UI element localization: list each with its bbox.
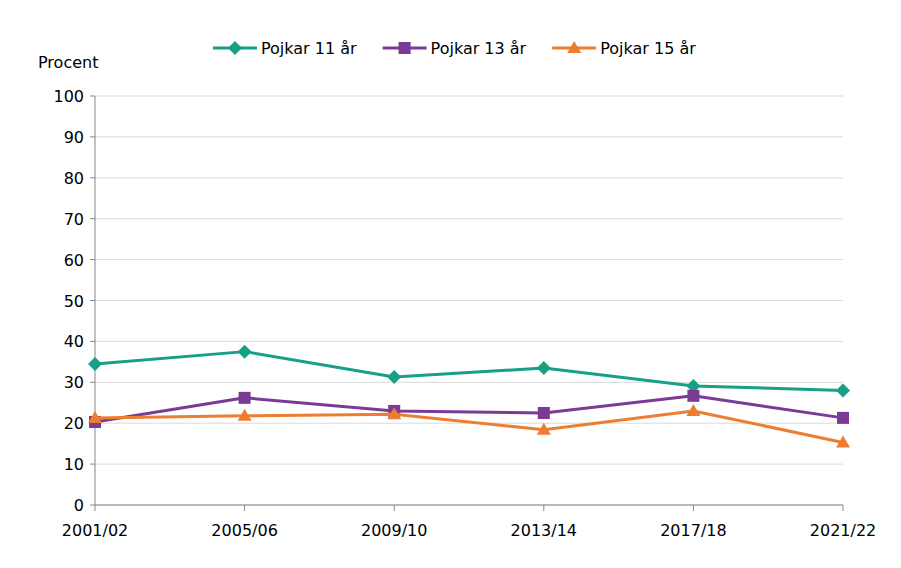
data-point <box>687 390 699 402</box>
x-tick-label: 2017/18 <box>660 521 726 540</box>
legend-label: Pojkar 11 år <box>261 39 357 58</box>
data-point <box>686 404 700 416</box>
grid-line <box>95 136 843 137</box>
y-tick <box>90 218 95 219</box>
series-line <box>95 411 843 442</box>
data-point <box>537 423 551 435</box>
x-tick <box>394 505 395 511</box>
y-tick <box>90 259 95 260</box>
y-tick-label: 40 <box>64 332 84 351</box>
grid-line <box>95 259 843 260</box>
grid-line <box>95 505 843 506</box>
legend-label: Pojkar 15 år <box>600 39 696 58</box>
data-point <box>387 407 401 419</box>
data-point <box>88 411 102 423</box>
x-tick-label: 2013/14 <box>511 521 577 540</box>
x-tick <box>693 505 694 511</box>
grid-line <box>95 218 843 219</box>
grid-line <box>95 341 843 342</box>
y-axis <box>95 96 96 505</box>
y-tick <box>90 136 95 137</box>
plot-area <box>88 345 850 448</box>
legend-label: Pojkar 13 år <box>431 39 527 58</box>
data-point <box>239 392 251 404</box>
y-tick <box>90 177 95 178</box>
chart-svg: 0 10 20 30 40 50 60 70 80 90 100 Procent 2001/02 2005… <box>0 0 901 568</box>
legend-marker <box>399 42 411 54</box>
y-tick <box>90 505 95 506</box>
data-point <box>387 370 401 384</box>
x-tick <box>543 505 544 511</box>
legend-marker <box>228 41 242 55</box>
y-tick <box>90 464 95 465</box>
x-tick <box>843 505 844 511</box>
grid-line <box>95 382 843 383</box>
data-point <box>836 435 850 447</box>
y-tick-label: 60 <box>64 251 84 270</box>
data-point <box>537 361 551 375</box>
data-point <box>538 407 550 419</box>
y-tick <box>90 382 95 383</box>
y-tick-label: 0 <box>74 496 84 515</box>
x-tick-label: 2009/10 <box>361 521 427 540</box>
x-tick-label: 2021/22 <box>810 521 876 540</box>
x-axis <box>95 505 843 506</box>
chart-container: 0 10 20 30 40 50 60 70 80 90 100 Procent 2001/02 2005… <box>0 0 901 568</box>
data-point <box>836 383 850 397</box>
grid-line <box>95 300 843 301</box>
data-point <box>837 412 849 424</box>
series-line <box>95 352 843 391</box>
y-tick-label: 10 <box>64 455 84 474</box>
y-tick <box>90 96 95 97</box>
x-tick <box>95 505 96 511</box>
y-tick-label: 80 <box>64 169 84 188</box>
data-point <box>238 409 252 421</box>
legend: Pojkar 11 år Pojkar 13 år Pojkar 15 år <box>213 39 696 58</box>
y-tick-label: 90 <box>64 128 84 147</box>
y-tick-label: 70 <box>64 210 84 229</box>
data-point <box>238 345 252 359</box>
legend-marker <box>567 41 581 53</box>
y-tick-label: 30 <box>64 373 84 392</box>
x-tick <box>244 505 245 511</box>
y-tick-label: 100 <box>53 87 84 106</box>
x-tick-label: 2001/02 <box>62 521 128 540</box>
grid-line <box>95 177 843 178</box>
y-tick-label: 50 <box>64 292 84 311</box>
data-point <box>88 357 102 371</box>
y-tick <box>90 300 95 301</box>
y-tick-label: 20 <box>64 414 84 433</box>
grid-line <box>95 96 843 97</box>
y-tick <box>90 341 95 342</box>
y-axis-label: Procent <box>38 53 98 72</box>
grid-line <box>95 464 843 465</box>
x-tick-label: 2005/06 <box>211 521 277 540</box>
